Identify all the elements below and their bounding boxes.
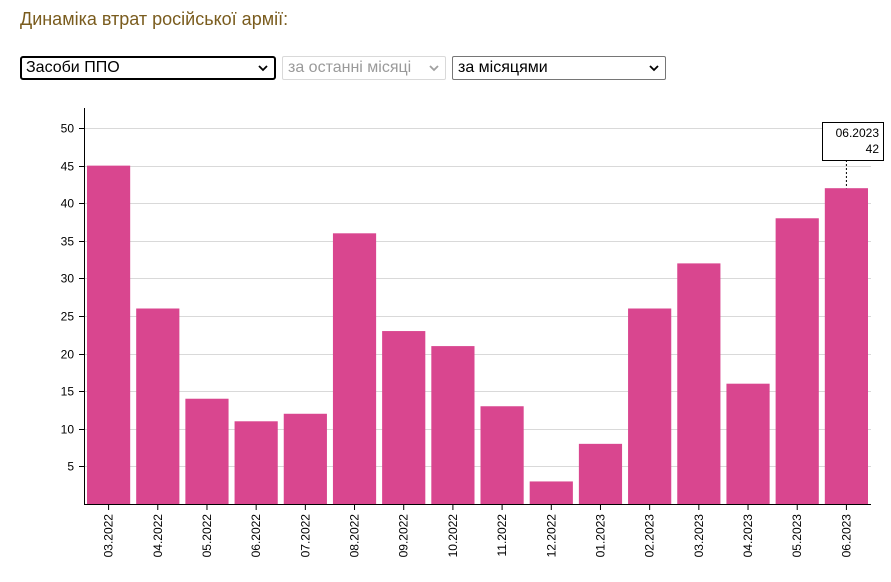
- bar[interactable]: [578, 443, 623, 504]
- x-tick-label: 05.2023: [790, 514, 804, 558]
- bar[interactable]: [382, 331, 426, 504]
- x-tick-label: 02.2023: [643, 514, 657, 558]
- bar[interactable]: [824, 188, 868, 504]
- y-tick-label: 10: [61, 423, 75, 437]
- x-tick-label: 07.2022: [298, 514, 312, 558]
- y-tick-label: 35: [61, 235, 75, 249]
- chevron-down-icon: [649, 65, 659, 72]
- x-tick-label: 08.2022: [348, 514, 362, 558]
- axes: 5 10 15 20 25 30 35 40 45 50 03.2022 04.2022 05.2022…: [61, 108, 871, 557]
- period-select-value: за останні місяці: [288, 59, 412, 76]
- x-tick-label: 09.2022: [397, 514, 411, 558]
- bars: [87, 165, 868, 505]
- x-tick-label: 03.2022: [102, 514, 116, 558]
- filter-controls: Засоби ППО за останні місяці за місяцями: [20, 56, 666, 80]
- page-title: Динаміка втрат російської армії:: [20, 9, 289, 29]
- x-tick-label: 04.2023: [741, 514, 755, 558]
- grouping-select-value: за місяцями: [458, 59, 548, 76]
- x-tick-label: 12.2022: [544, 514, 558, 558]
- y-tick-label: 40: [61, 197, 75, 211]
- bar[interactable]: [234, 421, 278, 504]
- bar[interactable]: [529, 481, 573, 504]
- y-tick-label: 5: [67, 460, 74, 474]
- bar[interactable]: [628, 308, 672, 505]
- chevron-down-icon: [258, 65, 268, 72]
- weapon-type-select[interactable]: Засоби ППО: [20, 56, 276, 80]
- tooltip-value: 42: [866, 142, 880, 156]
- bar[interactable]: [87, 165, 131, 504]
- chevron-down-icon: [429, 65, 439, 72]
- tooltip-box: [822, 122, 884, 161]
- y-tick-label: 45: [61, 160, 75, 174]
- bar[interactable]: [185, 398, 229, 504]
- bar[interactable]: [283, 413, 327, 504]
- bar[interactable]: [480, 406, 524, 504]
- bar[interactable]: [726, 383, 770, 504]
- x-tick-label: 01.2023: [593, 514, 607, 558]
- y-tick-label: 50: [61, 122, 75, 136]
- bar[interactable]: [677, 263, 721, 504]
- tooltip-label: 06.2023: [836, 126, 880, 140]
- x-tick-label: 10.2022: [446, 514, 460, 558]
- period-select[interactable]: за останні місяці: [282, 56, 446, 80]
- x-tick-label: 05.2022: [200, 514, 214, 558]
- bar[interactable]: [431, 346, 475, 504]
- x-tick-label: 03.2023: [692, 514, 706, 558]
- y-tick-label: 30: [61, 272, 75, 286]
- x-tick-label: 04.2022: [151, 514, 165, 558]
- y-tick-label: 15: [61, 385, 75, 399]
- y-tick-label: 25: [61, 310, 75, 324]
- bar[interactable]: [136, 308, 180, 505]
- weapon-type-select-value: Засоби ППО: [26, 59, 120, 76]
- x-tick-label: 06.2023: [839, 514, 853, 558]
- chart-tooltip: 06.2023 42: [822, 122, 884, 189]
- bar[interactable]: [332, 233, 377, 505]
- x-tick-label: 11.2022: [495, 514, 509, 557]
- x-tick-label: 06.2022: [249, 514, 263, 558]
- y-tick-label: 20: [61, 348, 75, 362]
- grouping-select[interactable]: за місяцями: [452, 56, 666, 80]
- bar[interactable]: [775, 218, 819, 504]
